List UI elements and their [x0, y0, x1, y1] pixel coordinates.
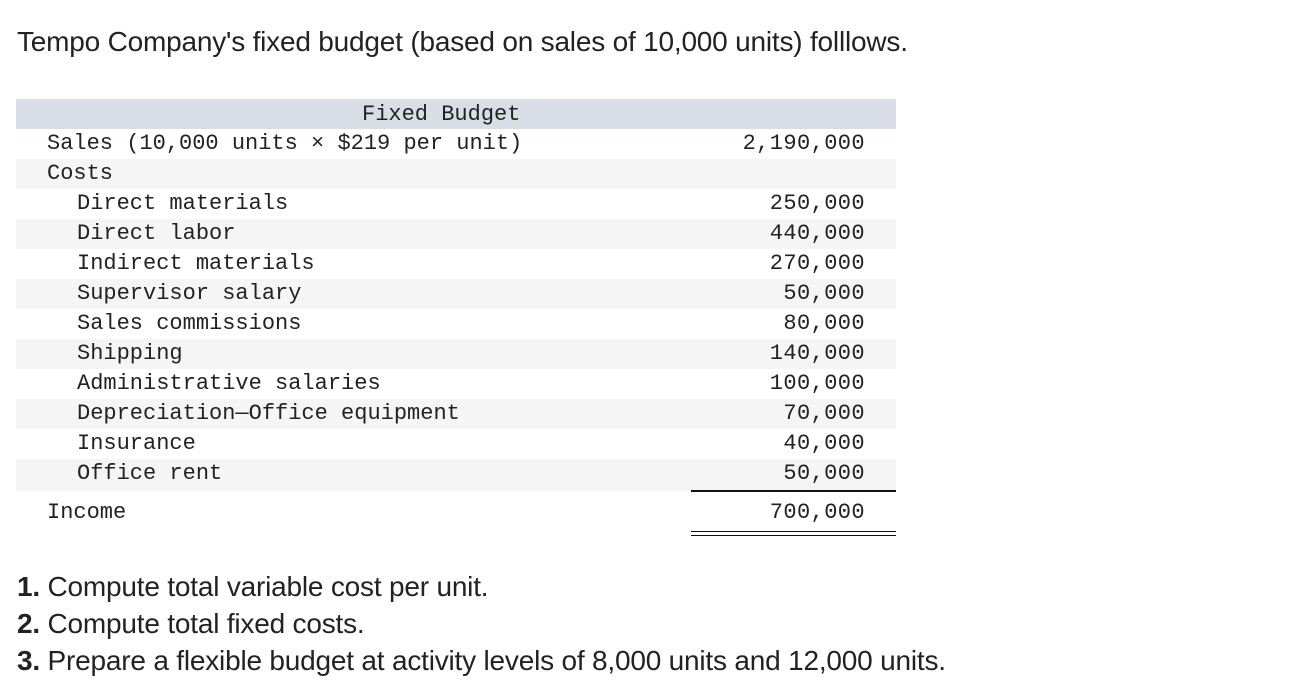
- row-amount: 270,000: [769, 251, 865, 276]
- row-amount: 40,000: [783, 431, 865, 456]
- row-label: Sales commissions: [77, 311, 302, 336]
- row-amount: 2,190,000: [742, 131, 865, 156]
- sales-row: Sales (10,000 units × $219 per unit) 2,1…: [16, 129, 896, 159]
- question-text: Compute total variable cost per unit.: [39, 571, 489, 602]
- fixed-budget-table: Fixed Budget Sales (10,000 units × $219 …: [16, 99, 896, 536]
- table-header-row: Fixed Budget: [16, 99, 896, 129]
- row-label: Office rent: [77, 461, 223, 486]
- cost-row: Administrative salaries 100,000: [16, 369, 896, 399]
- cost-row: Shipping 140,000: [16, 339, 896, 369]
- row-label: Direct labor: [77, 221, 236, 246]
- row-amount: 100,000: [769, 371, 865, 396]
- cost-row: Direct labor 440,000: [16, 219, 896, 249]
- row-amount: 440,000: [769, 221, 865, 246]
- cost-row: Sales commissions 80,000: [16, 309, 896, 339]
- question-text: Compute total fixed costs.: [39, 608, 365, 639]
- question-item: 1. Compute total variable cost per unit.: [17, 568, 946, 605]
- subtotal-underline: [691, 490, 896, 492]
- row-amount: 70,000: [783, 401, 865, 426]
- row-label: Costs: [47, 161, 114, 186]
- cost-row: Direct materials 250,000: [16, 189, 896, 219]
- intro-text: Tempo Company's fixed budget (based on s…: [17, 26, 908, 57]
- question-number: 3.: [17, 645, 40, 676]
- column-header-fixed-budget: Fixed Budget: [362, 102, 521, 127]
- question-item: 2. Compute total fixed costs.: [17, 605, 946, 642]
- row-label: Sales (10,000 units × $219 per unit): [47, 131, 523, 156]
- row-label: Depreciation—Office equipment: [77, 401, 460, 426]
- row-label: Insurance: [77, 431, 196, 456]
- row-label: Direct materials: [77, 191, 289, 216]
- row-label: Income: [47, 500, 127, 525]
- row-label: Shipping: [77, 341, 183, 366]
- cost-row: Depreciation—Office equipment 70,000: [16, 399, 896, 429]
- question-number: 1.: [17, 571, 40, 602]
- row-amount: 50,000: [783, 461, 865, 486]
- question-item: 3. Prepare a flexible budget at activity…: [17, 642, 946, 679]
- row-amount: 50,000: [783, 281, 865, 306]
- costs-heading-row: Costs: [16, 159, 896, 189]
- cost-row: Insurance 40,000: [16, 429, 896, 459]
- row-label: Administrative salaries: [77, 371, 381, 396]
- cost-row: Indirect materials 270,000: [16, 249, 896, 279]
- question-text: Prepare a flexible budget at activity le…: [39, 645, 946, 676]
- income-row: Income 700,000: [16, 497, 896, 536]
- questions-list: 1. Compute total variable cost per unit.…: [17, 568, 946, 679]
- row-amount: 700,000: [769, 500, 865, 525]
- cost-row: Office rent 50,000: [16, 459, 896, 492]
- row-label: Supervisor salary: [77, 281, 302, 306]
- total-double-underline: [691, 531, 896, 536]
- row-amount: 140,000: [769, 341, 865, 366]
- row-label: Indirect materials: [77, 251, 315, 276]
- row-amount: 80,000: [783, 311, 865, 336]
- row-amount: 250,000: [769, 191, 865, 216]
- question-number: 2.: [17, 608, 40, 639]
- cost-row: Supervisor salary 50,000: [16, 279, 896, 309]
